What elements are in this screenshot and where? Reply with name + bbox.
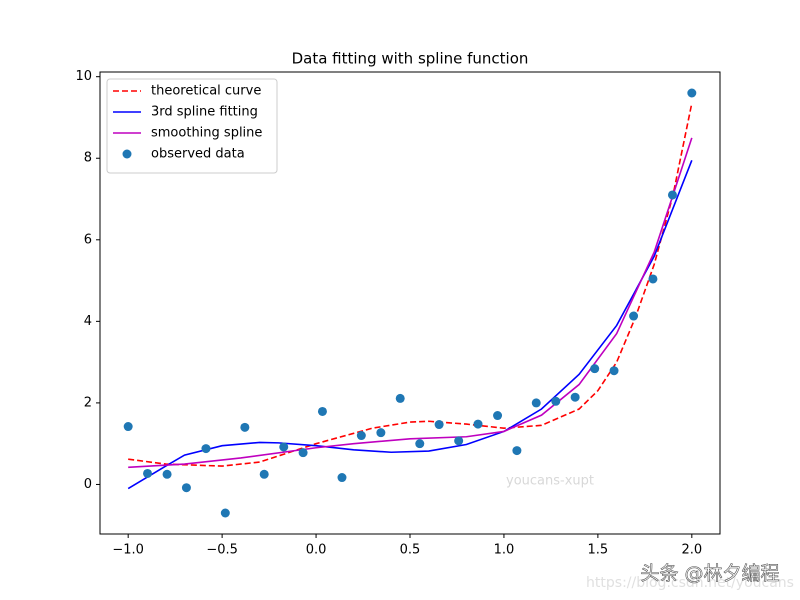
data-point: [454, 436, 464, 446]
data-point: [123, 422, 133, 432]
data-point: [181, 483, 191, 493]
data-point: [473, 419, 483, 429]
x-tick-label: 2.0: [681, 543, 702, 558]
legend-label: observed data: [151, 147, 245, 162]
data-point: [337, 473, 347, 483]
data-point: [512, 446, 522, 456]
y-tick-label: 0: [84, 477, 92, 492]
data-point: [667, 190, 677, 200]
x-tick-label: −1.0: [112, 543, 144, 558]
data-point: [434, 420, 444, 430]
data-point: [395, 393, 405, 403]
y-tick-label: 4: [84, 314, 92, 329]
chart-title: Data fitting with spline function: [292, 50, 529, 68]
data-point: [590, 364, 600, 374]
x-tick-label: 0.0: [306, 543, 327, 558]
axes-frame: [99, 71, 721, 535]
legend-label: 3rd spline fitting: [151, 105, 258, 120]
x-tick-label: −0.5: [206, 543, 238, 558]
watermark: https://blog.csdn.net/youcans: [586, 575, 794, 591]
data-point: [317, 406, 327, 416]
watermark: 头条 @林夕编程: [640, 563, 779, 585]
data-point: [201, 444, 211, 454]
data-point: [531, 398, 541, 408]
data-point: [279, 442, 289, 452]
legend-box: [106, 78, 278, 174]
data-point: [143, 468, 153, 478]
x-tick-label: 1.5: [588, 543, 609, 558]
data-point: [162, 469, 172, 479]
x-tick-label: 0.5: [400, 543, 421, 558]
legend-label: theoretical curve: [151, 84, 261, 99]
y-tick-label: 2: [84, 395, 92, 410]
data-point: [415, 439, 425, 449]
data-point: [609, 366, 619, 376]
series-line: [128, 137, 693, 469]
y-tick-label: 8: [84, 151, 92, 166]
data-point: [493, 411, 503, 421]
data-point: [240, 422, 250, 432]
data-point: [259, 469, 269, 479]
y-tick-label: 10: [75, 69, 92, 84]
data-point: [551, 396, 561, 406]
y-tick-label: 6: [84, 232, 92, 247]
data-point: [629, 311, 639, 321]
data-point: [648, 274, 658, 284]
data-point: [298, 448, 308, 458]
series-line: [128, 103, 693, 467]
watermark: youcans-xupt: [506, 474, 594, 489]
x-tick-label: 1.0: [494, 543, 515, 558]
data-point: [376, 428, 386, 438]
legend-marker: [122, 149, 132, 159]
legend-label: smoothing spline: [151, 126, 262, 141]
data-point: [356, 431, 366, 441]
data-point: [220, 508, 230, 518]
data-point: [687, 88, 697, 98]
data-point: [570, 392, 580, 402]
